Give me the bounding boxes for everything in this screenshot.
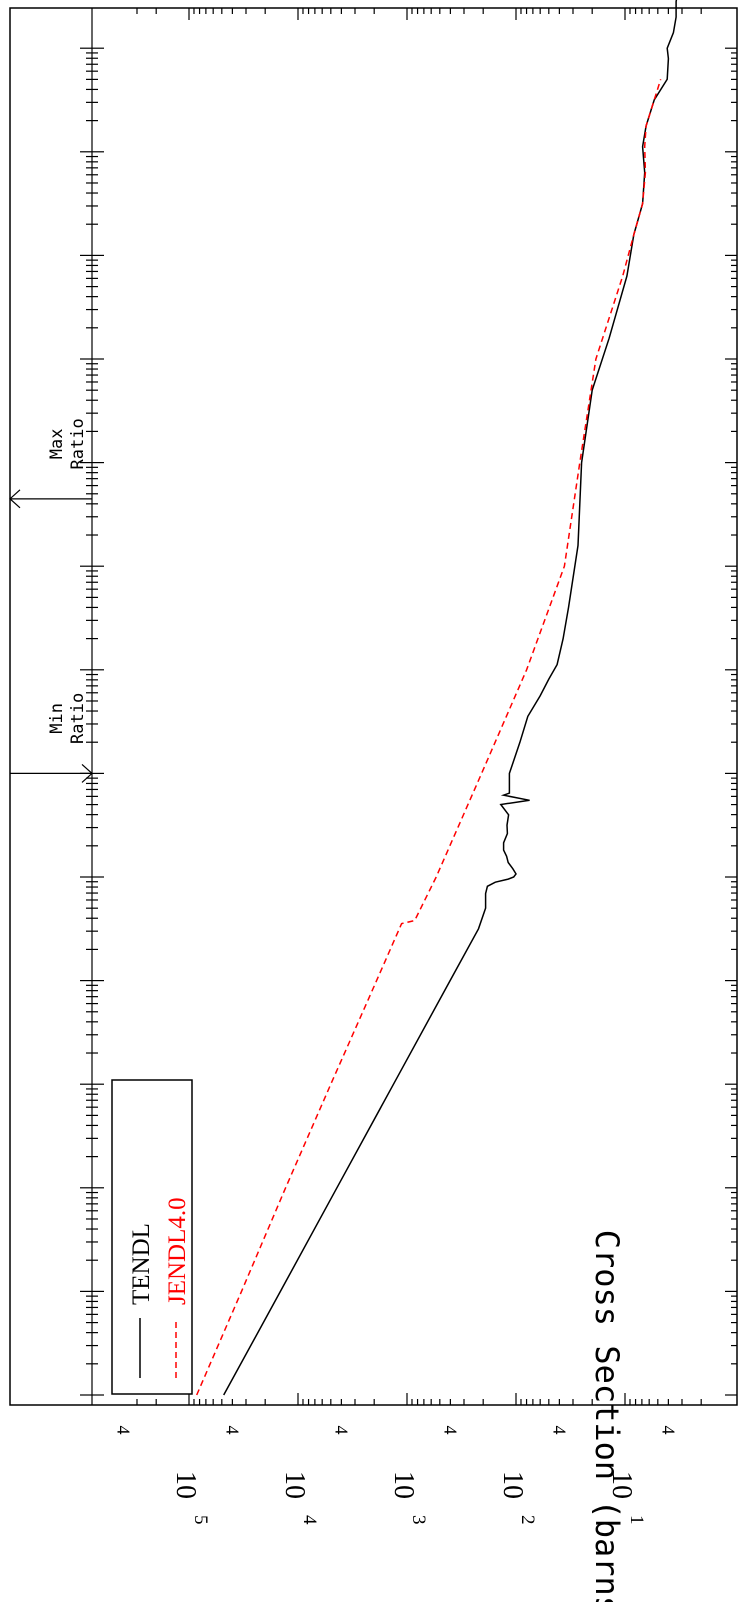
y-minor-label: 4 [331,1426,351,1435]
y-minor-text: 4 [658,1426,678,1435]
max-ratio-arrowhead-icon [9,489,21,509]
y-decade-mantissa: 10 [497,1471,528,1499]
y-decade-exponent: 1 [626,1515,647,1525]
y-decade-label: 10 3 [388,1471,429,1525]
legend: TENDL JENDL4.0 [111,1079,193,1395]
legend-box [111,1079,193,1395]
y-decade-mantissa: 10 [606,1471,637,1499]
y-decade-exponent: 5 [190,1515,211,1525]
y-decade-exponent: 4 [299,1515,320,1525]
max-ratio-label-line1: Max [47,429,67,460]
series-line-jendl4-0 [196,79,662,1396]
y-decade-label: 10 5 [170,1471,211,1525]
series-layer [196,0,678,1396]
y-decade-exponent: 2 [517,1515,538,1525]
plot-frame [9,7,738,1406]
y-decade-mantissa: 10 [388,1471,419,1499]
y-axis-title-group: Cross Section (barns) [588,1230,626,1602]
y-decade-label: 10 4 [279,1471,320,1525]
y-minor-text: 4 [549,1426,569,1435]
series-line-tendl [223,0,678,1396]
y-decade-mantissa: 10 [170,1471,201,1499]
y-axis-title: Cross Section (barns) [588,1230,626,1602]
y-decade-mantissa: 10 [279,1471,310,1499]
legend-label-0: TENDL [128,1223,155,1305]
y-minor-text: 4 [113,1426,133,1435]
y-minor-label: 4 [658,1426,678,1435]
y-axis-labels: 10 1 10 2 10 3 10 4 10 5 4 4 4 4 4 4 [113,1426,678,1526]
y-minor-text: 4 [222,1426,242,1435]
y-minor-label: 4 [440,1426,460,1435]
y-decade-label: 10 1 [606,1471,647,1525]
min-ratio-arrowhead-icon [81,763,93,783]
min-ratio-label-line2: Ratio [68,693,88,744]
y-minor-text: 4 [440,1426,460,1435]
y-decade-label: 10 2 [497,1471,538,1525]
y-minor-label: 4 [113,1426,133,1435]
max-ratio-label-line2: Ratio [68,418,88,469]
y-decade-exponent: 3 [408,1515,429,1525]
y-minor-text: 4 [331,1426,351,1435]
y-minor-label: 4 [222,1426,242,1435]
legend-label-1: JENDL4.0 [164,1197,191,1305]
axis-ticks [80,8,737,1405]
y-minor-label: 4 [549,1426,569,1435]
min-ratio-label-line1: Min [47,703,67,734]
